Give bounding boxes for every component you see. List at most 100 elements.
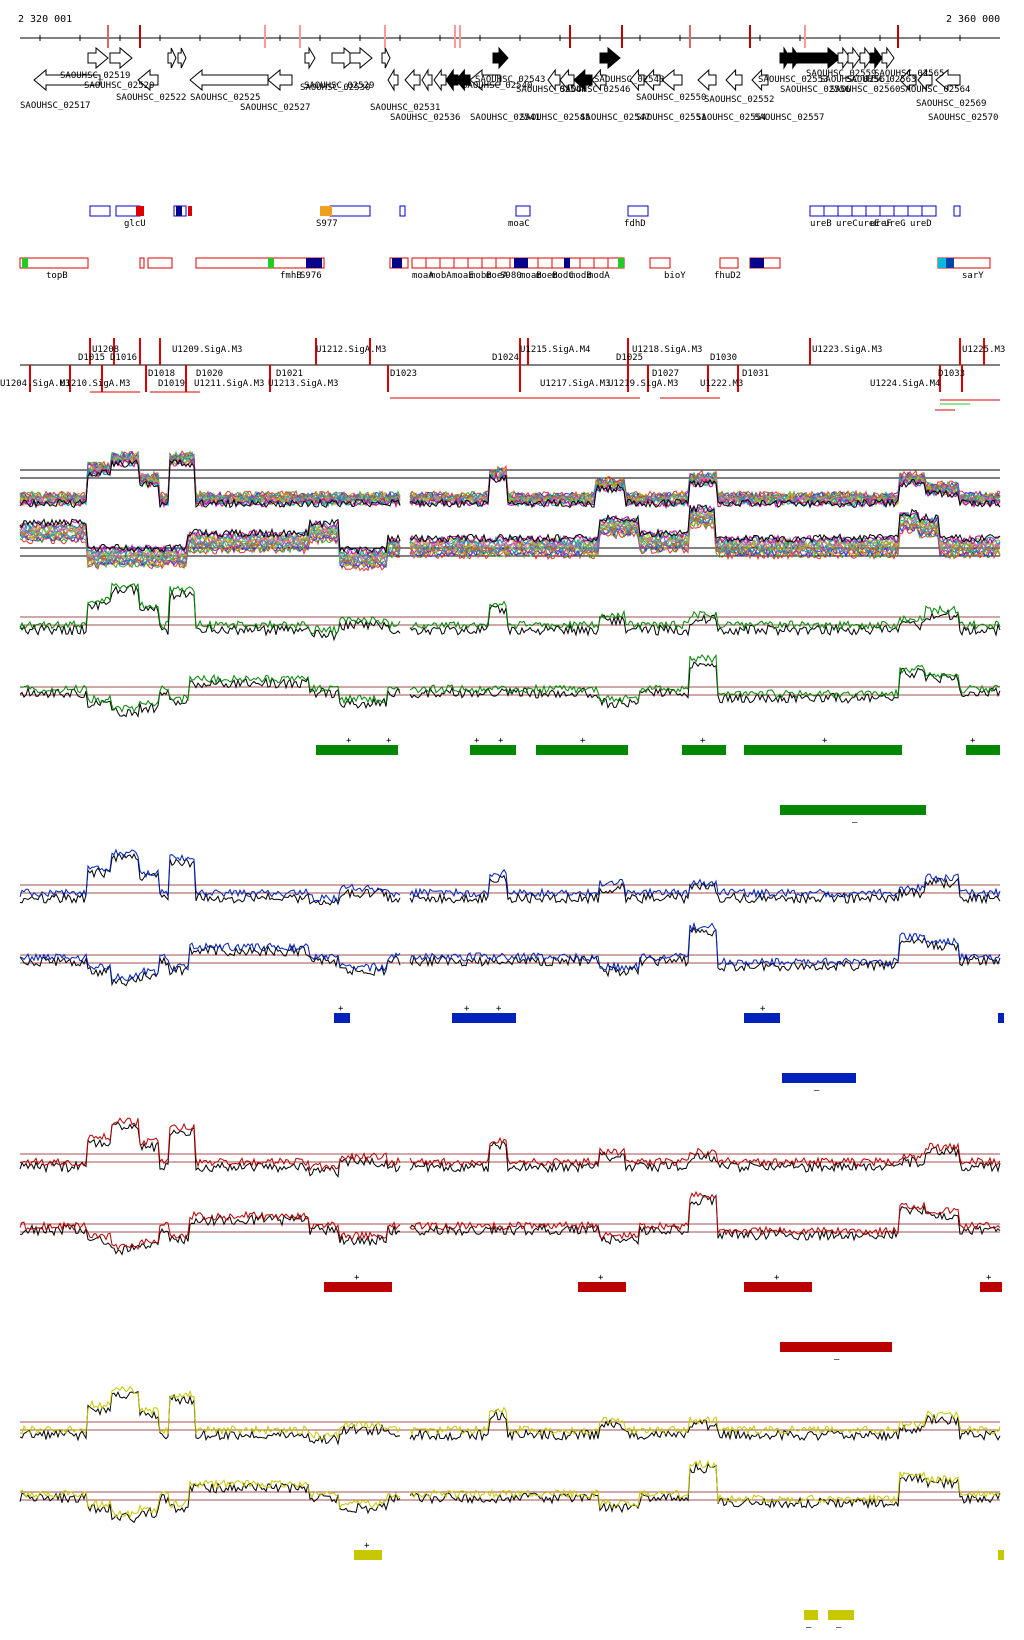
minus-strand-bar [828, 1610, 854, 1620]
reference-trace [409, 1141, 1001, 1174]
feature-label-minus: mobA [430, 271, 452, 281]
tu-label-d: D1030 [710, 353, 737, 363]
sample-trace [409, 921, 1001, 973]
reference-trace [409, 926, 1001, 978]
tu-label-lower: U1217.SigA.M3 [540, 379, 610, 389]
gene-arrow [492, 46, 509, 70]
plus-strand-bar [316, 745, 398, 755]
reference-trace [19, 1390, 401, 1446]
plus-strand-mark: + [338, 1004, 344, 1014]
reference-trace [19, 1481, 401, 1524]
feature-label-minus: fmhB [280, 271, 302, 281]
reference-trace [19, 1213, 401, 1256]
feature-box-minus [19, 257, 89, 269]
coordinate-ruler: 2 320 001 2 360 000 [18, 14, 1000, 48]
plus-strand-mark: + [986, 1273, 992, 1283]
gene-label: SAOUHSC_02541 [470, 113, 540, 123]
feature-label-plus: ureC [836, 219, 858, 229]
feature-label-plus: ureF [870, 219, 892, 229]
sample-trace [19, 582, 401, 636]
tu-label: U1209.SigA.M3 [172, 345, 242, 355]
feature-box-minus [147, 257, 173, 269]
gene-label: SAOUHSC_02569 [916, 99, 986, 109]
reference-trace [19, 944, 401, 987]
reference-trace [409, 604, 1001, 637]
sample-trace [409, 1136, 1001, 1168]
plus-strand-mark: + [774, 1273, 780, 1283]
gene-arrow [469, 68, 501, 92]
minus-strand-bar [780, 1342, 892, 1352]
feature-fill [514, 258, 528, 268]
tu-label-d: D1027 [652, 369, 679, 379]
feature-fill [136, 206, 144, 216]
plus-strand-bar [744, 745, 902, 755]
feature-box-plus [329, 205, 371, 217]
feature-box-plus [515, 205, 531, 217]
minus-strand-mark: – [806, 1623, 812, 1633]
tu-label-d: D1015 [78, 353, 105, 363]
gene-arrow [881, 46, 895, 70]
gene-label: SAOUHSC_02557 [754, 113, 824, 123]
feature-fill [188, 206, 192, 216]
tu-label-lower: U1211.SigA.M3 [194, 379, 264, 389]
gene-label: SAOUHSC_02525 [190, 93, 260, 103]
plus-strand-mark: + [364, 1541, 370, 1551]
gene-arrow [177, 47, 187, 69]
gene-label: SAOUHSC_02536 [390, 113, 460, 123]
gene-arrow [445, 68, 459, 92]
condition-trace [409, 519, 1001, 561]
gene-label: SAOUHSC_02561 [820, 75, 890, 85]
gene-arrow [87, 46, 109, 70]
feature-fill [938, 258, 946, 268]
sample-trace [409, 600, 1001, 631]
gene-label: SAOUHSC_02551 [636, 113, 706, 123]
gene-arrow [837, 46, 851, 70]
sample-trace [19, 848, 401, 903]
gene-label: SAOUHSC_02546 [560, 85, 630, 95]
plus-strand-bar [324, 1282, 392, 1292]
plus-strand-bar [452, 1013, 516, 1023]
gene-arrow [751, 68, 769, 92]
tu-label: U1212.SigA.M3 [316, 345, 386, 355]
gene-arrow [33, 68, 101, 92]
sample-trace [409, 1406, 1001, 1436]
gene-arrow [573, 68, 593, 92]
plus-strand-bar [354, 1550, 382, 1560]
tu-label: U1225.M3 [962, 345, 1005, 355]
feature-fill [176, 206, 182, 216]
gene-arrow [455, 68, 471, 92]
gene-arrow [547, 68, 561, 92]
condition-trace [19, 533, 401, 570]
feature-fill [750, 258, 764, 268]
gene-label: SAOUHSC_02520 [84, 81, 154, 91]
minus-strand-mark: – [834, 1355, 840, 1365]
tu-label-lower: U1224.SigA.M4 [870, 379, 940, 389]
feature-box-plus [89, 205, 111, 217]
gene-arrow [267, 68, 293, 92]
plus-strand-bar [682, 745, 726, 755]
gene-label: SAOUHSC_02544 [516, 85, 586, 95]
feature-box-minus [719, 257, 739, 269]
gene-label: SAOUHSC_02564 [900, 85, 970, 95]
gene-arrow [433, 68, 447, 92]
plus-strand-bar [536, 745, 628, 755]
feature-label-minus: mobB [470, 271, 492, 281]
gene-label: SAOUHSC_02529 [304, 81, 374, 91]
plus-strand-mark: + [822, 736, 828, 746]
feature-label-minus: moeA [486, 271, 508, 281]
feature-label-plus: ureD [910, 219, 932, 229]
plus-strand-mark: + [760, 1004, 766, 1014]
feature-box-minus [139, 257, 145, 269]
transcription-unit-track: U1208 U1209.SigA.M3 U1212.SigA.M3 U1215.Sig… [0, 338, 1005, 411]
condition-trace [409, 473, 1001, 510]
condition-trace [409, 504, 1001, 544]
condition-trace [409, 472, 1001, 509]
feature-label-minus: modB [570, 271, 592, 281]
gene-arrow [599, 46, 621, 70]
condition-trace [19, 525, 401, 564]
plus-strand-mark: + [498, 736, 504, 746]
gene-arrow [404, 68, 421, 92]
feature-label-plus: glcU [124, 219, 146, 229]
